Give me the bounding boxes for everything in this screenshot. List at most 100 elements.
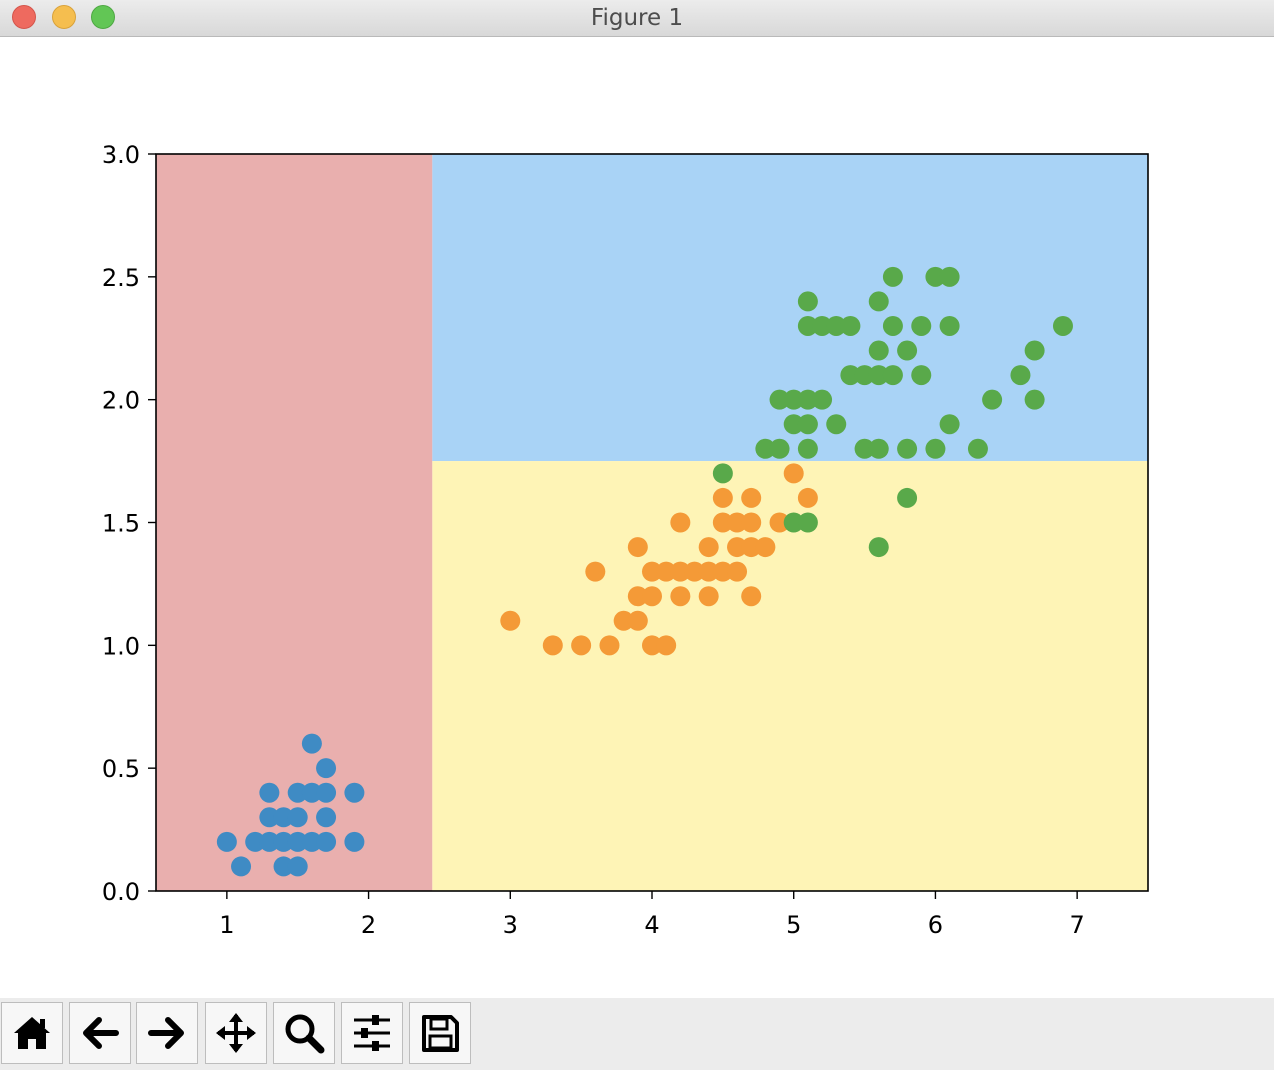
data-point-series-3 — [783, 512, 804, 533]
data-point-series-2 — [727, 512, 748, 533]
window-titlebar: Figure 1 — [0, 0, 1274, 37]
data-point-series-3 — [797, 414, 818, 435]
data-point-series-1 — [316, 758, 337, 779]
sliders-icon — [354, 1015, 390, 1051]
data-point-series-3 — [769, 438, 790, 459]
data-point-series-1 — [259, 782, 280, 803]
data-point-series-2 — [670, 561, 691, 582]
data-point-series-1 — [287, 782, 308, 803]
data-point-series-1 — [259, 831, 280, 852]
data-point-series-1 — [259, 807, 280, 828]
data-point-series-1 — [344, 831, 365, 852]
data-point-series-3 — [755, 438, 776, 459]
data-point-series-3 — [1024, 389, 1045, 410]
data-point-series-2 — [755, 537, 776, 558]
data-point-series-3 — [897, 340, 918, 361]
data-point-series-2 — [585, 561, 606, 582]
x-tick-label: 1 — [219, 911, 234, 939]
data-point-series-1 — [273, 807, 294, 828]
y-tick-label: 2.5 — [102, 264, 140, 292]
data-point-series-3 — [911, 365, 932, 386]
data-point-series-1 — [301, 782, 322, 803]
data-point-series-2 — [741, 586, 762, 607]
data-point-series-3 — [854, 365, 875, 386]
data-point-series-2 — [642, 561, 662, 582]
data-point-series-2 — [627, 586, 648, 607]
y-tick-label: 3.0 — [102, 141, 140, 169]
data-point-series-3 — [783, 389, 804, 410]
data-point-series-3 — [854, 438, 875, 459]
data-point-series-3 — [826, 315, 847, 336]
x-tick-label: 2 — [361, 911, 376, 939]
pan-button[interactable] — [205, 1002, 267, 1064]
data-point-series-2 — [684, 561, 705, 582]
move-icon — [216, 1013, 256, 1053]
data-point-series-2 — [741, 487, 762, 508]
y-tick-label: 0.0 — [102, 878, 140, 906]
save-icon — [422, 1015, 459, 1052]
data-point-series-3 — [868, 291, 889, 312]
data-point-series-1 — [287, 807, 308, 828]
data-point-series-2 — [627, 537, 648, 558]
data-point-series-2 — [670, 586, 691, 607]
data-point-series-3 — [911, 315, 932, 336]
data-point-series-3 — [826, 414, 847, 435]
x-tick-label: 7 — [1070, 911, 1085, 939]
data-point-series-2 — [500, 610, 521, 631]
save-button[interactable] — [409, 1002, 471, 1064]
y-tick-label: 2.0 — [102, 387, 140, 415]
home-button[interactable] — [1, 1002, 63, 1064]
data-point-series-1 — [301, 831, 322, 852]
window-title: Figure 1 — [590, 5, 684, 31]
data-point-series-3 — [967, 438, 988, 459]
forward-button[interactable] — [136, 1002, 198, 1064]
data-point-series-1 — [273, 831, 294, 852]
data-point-series-1 — [316, 831, 337, 852]
data-point-series-3 — [812, 389, 833, 410]
data-point-series-3 — [812, 315, 833, 336]
data-point-series-1 — [287, 831, 308, 852]
minimize-window-button[interactable] — [52, 5, 76, 29]
back-button[interactable] — [69, 1002, 131, 1064]
data-point-series-3 — [897, 438, 918, 459]
data-point-series-3 — [797, 512, 818, 533]
data-point-series-2 — [769, 512, 790, 533]
data-point-series-3 — [769, 389, 790, 410]
data-point-series-3 — [797, 389, 818, 410]
data-point-series-3 — [797, 315, 818, 336]
data-point-series-2 — [613, 610, 634, 631]
data-point-series-3 — [868, 438, 889, 459]
data-point-series-2 — [712, 512, 733, 533]
data-point-series-3 — [925, 438, 946, 459]
data-point-series-2 — [727, 561, 748, 582]
data-point-series-3 — [840, 365, 861, 386]
data-point-series-2 — [656, 635, 677, 656]
y-tick-label: 1.0 — [102, 632, 140, 660]
x-tick-label: 5 — [786, 911, 801, 939]
data-point-series-3 — [882, 365, 903, 386]
data-point-series-2 — [783, 463, 804, 484]
data-point-series-1 — [301, 733, 322, 754]
zoom-button[interactable] — [273, 1002, 335, 1064]
data-point-series-3 — [840, 315, 861, 336]
data-point-series-2 — [599, 635, 620, 656]
x-tick-label: 6 — [928, 911, 943, 939]
data-point-series-2 — [741, 537, 762, 558]
data-point-series-1 — [273, 856, 294, 877]
data-point-series-1 — [231, 856, 252, 877]
maximize-window-button[interactable] — [91, 5, 115, 29]
y-tick-label: 0.5 — [102, 755, 140, 783]
data-point-series-2 — [670, 512, 691, 533]
data-point-series-3 — [797, 438, 818, 459]
data-point-series-3 — [868, 537, 889, 558]
data-point-series-3 — [939, 414, 960, 435]
data-point-series-2 — [627, 610, 648, 631]
data-point-series-3 — [1052, 315, 1073, 336]
configure-subplots-button[interactable] — [341, 1002, 403, 1064]
x-tick-label: 4 — [644, 911, 659, 939]
close-window-button[interactable] — [12, 5, 36, 29]
search-icon — [285, 1014, 325, 1054]
data-point-series-2 — [698, 537, 719, 558]
data-point-series-2 — [571, 635, 592, 656]
data-point-series-3 — [868, 340, 889, 361]
